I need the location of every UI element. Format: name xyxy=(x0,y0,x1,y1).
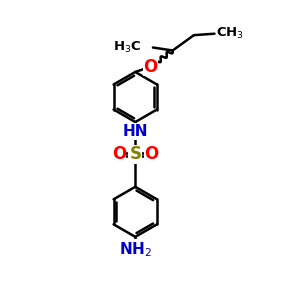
Text: HN: HN xyxy=(122,124,148,139)
Text: O: O xyxy=(144,146,159,164)
Text: O: O xyxy=(143,58,158,76)
Text: H$_3$C: H$_3$C xyxy=(113,40,141,55)
Text: CH$_3$: CH$_3$ xyxy=(216,26,244,41)
Text: S: S xyxy=(129,146,141,164)
Text: O: O xyxy=(112,146,126,164)
Text: NH$_2$: NH$_2$ xyxy=(119,240,152,259)
